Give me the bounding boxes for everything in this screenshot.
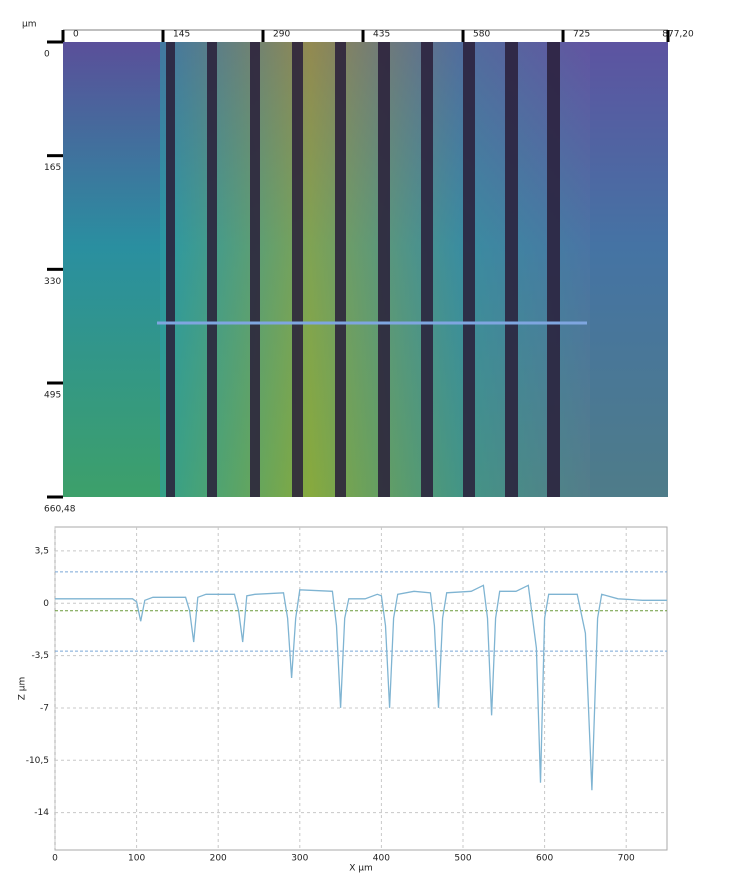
x-axis-label: X µm [349, 864, 373, 873]
profile-line [55, 584, 667, 791]
y-tick-label: 3,5 [35, 546, 49, 556]
x-tick-label: 725 [573, 30, 590, 40]
x-tick-label: 145 [173, 30, 190, 40]
y-tick-label: 0 [43, 599, 49, 609]
x-tick-label: 100 [128, 854, 145, 864]
micrograph [63, 42, 668, 497]
y-tick-label: 495 [44, 391, 61, 401]
y-tick-label: -14 [34, 808, 49, 818]
y-tick-label: -3,5 [31, 651, 49, 661]
x-tick-label: 300 [291, 854, 308, 864]
plot-frame [54, 526, 668, 851]
x-tick-label: 0 [52, 854, 58, 864]
x-tick-label: 400 [373, 854, 390, 864]
x-tick-label: 700 [618, 854, 635, 864]
x-tick-label: 0 [73, 30, 79, 40]
y-tick-label: 330 [44, 277, 61, 287]
y-tick-label: 165 [44, 163, 61, 173]
x-tick-label: 500 [454, 854, 471, 864]
unit-label: µm [22, 20, 37, 30]
x-tick-label: 435 [373, 30, 390, 40]
x-tick-label: 200 [210, 854, 227, 864]
x-tick-label: 877,20 [662, 30, 694, 40]
x-tick-label: 290 [273, 30, 290, 40]
y-tick-label: 0 [44, 50, 50, 60]
y-tick-label: -10,5 [26, 756, 49, 766]
x-tick-label: 580 [473, 30, 490, 40]
x-tick-label: 600 [536, 854, 553, 864]
y-tick-label: 660,48 [44, 505, 76, 515]
y-tick-label: -7 [40, 703, 49, 713]
y-axis-label: Z µm [18, 677, 28, 701]
